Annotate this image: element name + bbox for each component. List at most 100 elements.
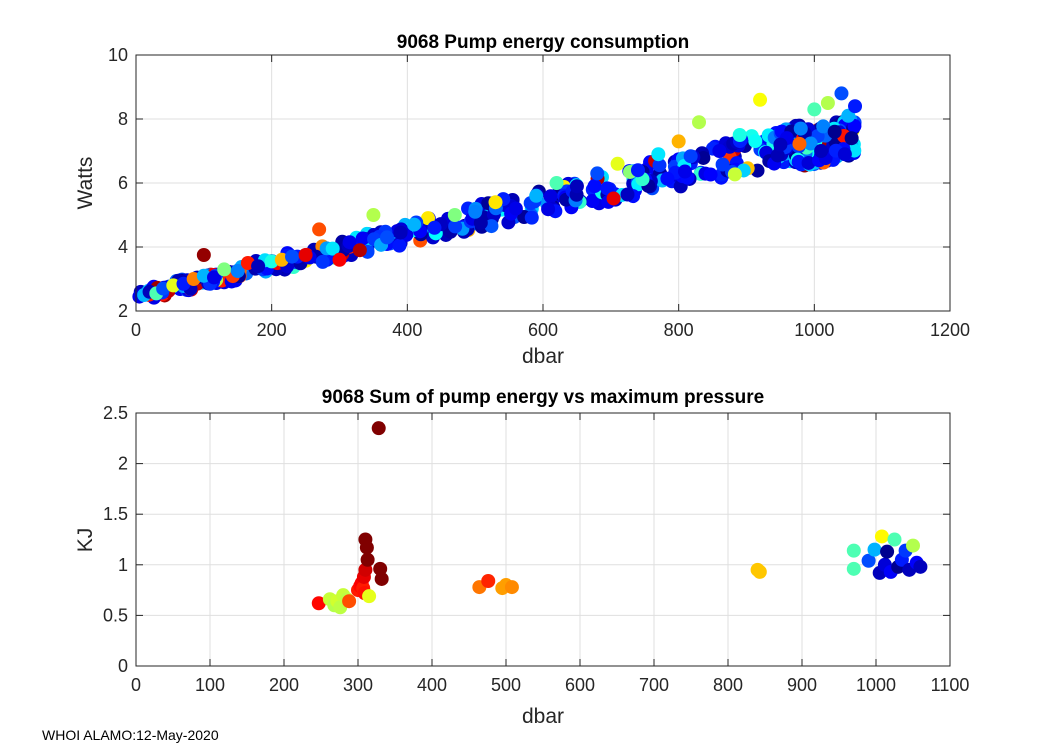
energy-x-tick-label: 600 (528, 320, 558, 340)
energy-point (715, 157, 730, 172)
energy-point (251, 259, 266, 274)
energy-point (651, 147, 666, 162)
energy-point (393, 225, 408, 240)
sum-y-tick-label: 2.5 (103, 403, 128, 423)
energy-point (712, 144, 727, 158)
sum-point (362, 589, 377, 604)
energy-point (217, 262, 232, 277)
sum-point (374, 571, 389, 586)
energy-point (447, 208, 462, 222)
energy-y-tick-label: 8 (118, 109, 128, 129)
sum-x-tick-label: 200 (269, 675, 299, 695)
energy-point (660, 171, 675, 186)
energy-point (473, 215, 488, 230)
energy-point (315, 254, 330, 269)
sum-x-tick-label: 100 (195, 675, 225, 695)
sum-point (359, 540, 374, 555)
energy-point (770, 148, 785, 163)
sum-x-tick-label: 500 (491, 675, 521, 695)
energy-point (816, 119, 831, 134)
sum-x-tick-label: 800 (713, 675, 743, 695)
sum-x-tick-label: 700 (639, 675, 669, 695)
energy-point (677, 164, 692, 179)
energy-point (590, 166, 605, 181)
energy-point (652, 158, 667, 173)
energy-point (448, 219, 463, 234)
energy-point (727, 167, 742, 182)
energy-point (407, 217, 422, 232)
energy-point (312, 222, 327, 237)
energy-x-tick-label: 0 (131, 320, 141, 340)
energy-point (207, 270, 222, 285)
sum-x-tick-label: 400 (417, 675, 447, 695)
energy-y-tick-label: 6 (118, 173, 128, 193)
sum-point (371, 421, 386, 436)
sum-point (906, 538, 920, 553)
energy-point (773, 137, 788, 152)
energy-point (230, 264, 245, 278)
energy-point (807, 102, 822, 117)
energy-point (748, 134, 763, 149)
energy-point (549, 176, 564, 190)
sum-point (752, 564, 767, 579)
sum-plot-area (136, 413, 950, 666)
sum-point (887, 532, 902, 547)
sum-axes-box (135, 412, 951, 667)
sum-y-tick-label: 0.5 (103, 605, 128, 625)
energy-point (325, 241, 340, 256)
energy-point (753, 92, 768, 107)
sum-x-tick-label: 300 (343, 675, 373, 695)
energy-point (820, 96, 835, 110)
sum-point (880, 544, 895, 559)
energy-x-tick-label: 200 (257, 320, 287, 340)
energy-point (366, 208, 381, 222)
energy-point (803, 136, 818, 151)
sum-chart-title: 9068 Sum of pump energy vs maximum press… (322, 387, 764, 408)
energy-point (848, 99, 863, 114)
energy-point (837, 147, 852, 162)
sum-y-tick-label: 2 (118, 454, 128, 474)
energy-x-axis-label: dbar (522, 345, 564, 368)
energy-x-tick-label: 800 (664, 320, 694, 340)
sum-y-axis-label: KJ (74, 528, 97, 553)
energy-point (196, 248, 211, 262)
sum-point (504, 580, 519, 595)
sum-point (481, 573, 496, 588)
sum-x-tick-label: 900 (787, 675, 817, 695)
energy-point (683, 149, 698, 164)
energy-y-tick-label: 10 (108, 45, 128, 65)
energy-point (814, 144, 829, 158)
energy-point (508, 201, 523, 216)
energy-point (834, 86, 849, 101)
sum-point (861, 553, 876, 568)
sum-x-tick-label: 600 (565, 675, 595, 695)
energy-point (342, 235, 357, 250)
energy-point (587, 179, 602, 194)
sum-point (846, 543, 861, 558)
energy-point (620, 187, 635, 202)
sum-point (360, 552, 375, 567)
energy-point (610, 156, 625, 171)
energy-chart-title: 9068 Pump energy consumption (397, 32, 689, 53)
footer-credit: WHOI ALAMO:12-May-2020 (42, 727, 219, 743)
energy-point (427, 220, 442, 235)
energy-point (792, 136, 807, 151)
energy-point (392, 238, 407, 253)
energy-x-tick-label: 1000 (794, 320, 834, 340)
energy-point (692, 115, 707, 130)
energy-point (468, 204, 483, 219)
sum-ticks: 0 100 200 300 400 500 600 700 800 900 1000 1100 0 0.5… (103, 403, 969, 695)
energy-point (541, 202, 556, 217)
sum-points (311, 421, 928, 615)
sum-point (311, 596, 326, 611)
sum-x-tick-label: 1100 (931, 675, 970, 695)
sum-y-tick-label: 1.5 (103, 504, 128, 524)
energy-point (600, 181, 615, 196)
energy-point (379, 230, 394, 245)
energy-point (844, 131, 859, 146)
energy-point (285, 249, 300, 264)
energy-point (352, 243, 367, 258)
energy-point (671, 134, 686, 149)
energy-points (132, 86, 863, 305)
